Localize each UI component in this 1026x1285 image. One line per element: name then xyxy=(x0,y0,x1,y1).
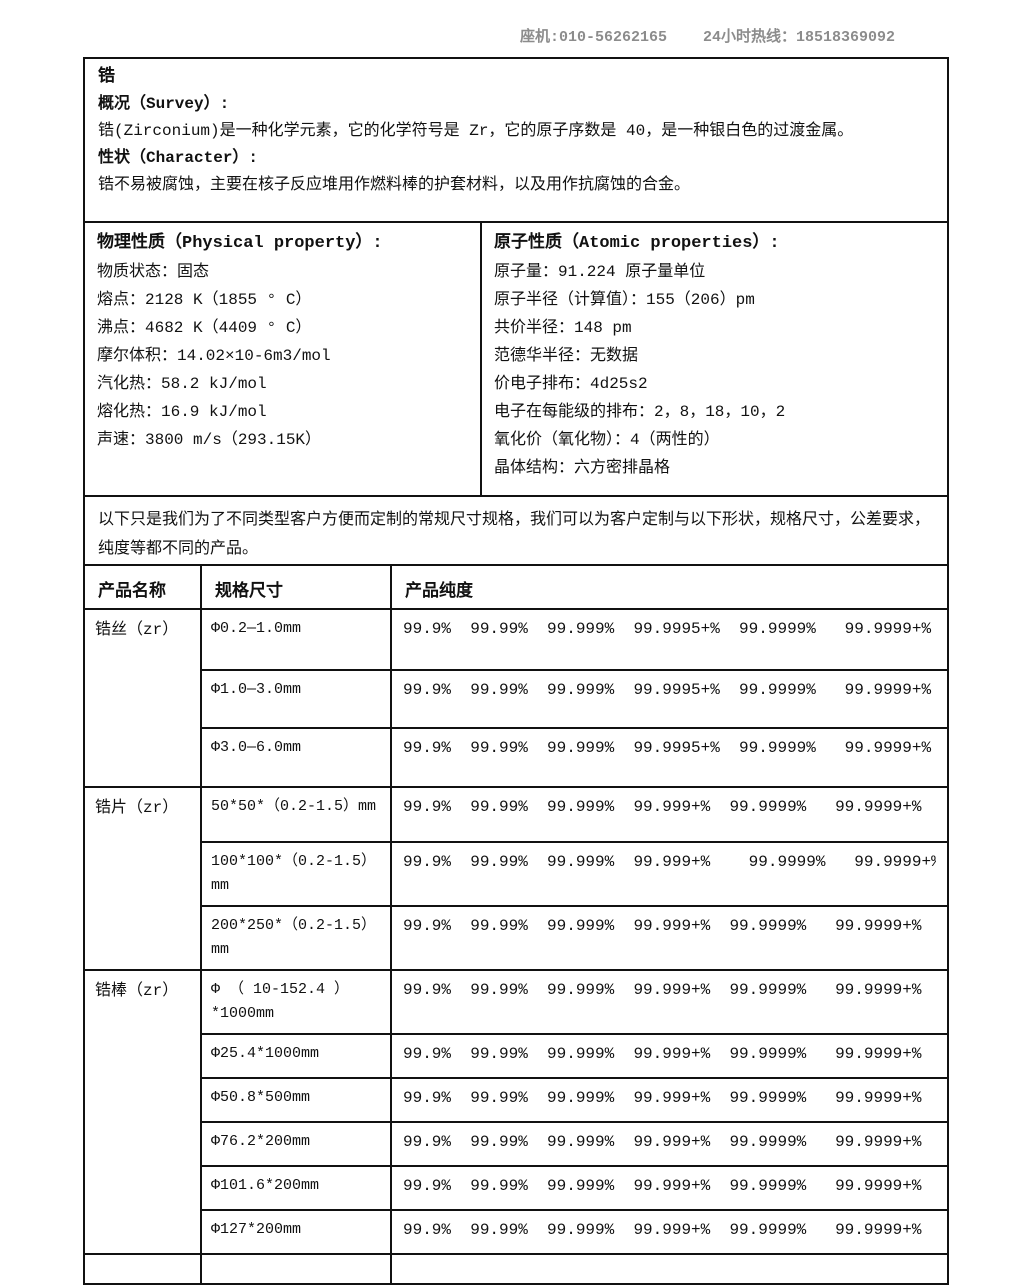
spec-cell: Φ101.6*200mm xyxy=(200,1165,392,1211)
purity-cell: 99.9% 99.99% 99.999% 99.999+% 99.9999% 9… xyxy=(390,1209,949,1255)
purity-values: 99.9% 99.99% 99.999% 99.9995+% 99.9999% … xyxy=(403,739,932,757)
atomic-property-line: 共价半径：148 pm xyxy=(494,319,632,337)
purity-values: 99.9% 99.99% 99.999% 99.999+% 99.9999% 9… xyxy=(403,798,922,816)
table-row: 锆丝（zr） Φ0.2—1.0mm 99.9% 99.99% 99.999% 9… xyxy=(83,608,949,788)
atomic-properties-cell: 原子性质（Atomic properties）: 原子量：91.224 原子量单… xyxy=(482,223,947,495)
table-row: Φ101.6*200mm 99.9% 99.99% 99.999% 99.999… xyxy=(84,1165,949,1211)
purity-cell: 99.9% 99.99% 99.999% 99.9995+% 99.9999% … xyxy=(390,608,949,671)
purity-cell: 99.9% 99.99% 99.999% 99.999+% 99.9999% 9… xyxy=(390,969,949,1035)
product-group-rod: 锆棒（zr） xyxy=(83,969,202,1255)
spec-cell: 200*250*（0.2-1.5）mm xyxy=(200,905,392,971)
spec-cell: Φ76.2*200mm xyxy=(200,1121,392,1167)
purity-values: 99.9% 99.99% 99.999% 99.9995+% 99.9999% … xyxy=(403,620,932,638)
atomic-property-line: 原子半径（计算值）：155（206）pm xyxy=(494,291,755,309)
purity-values: 99.9% 99.99% 99.999% 99.999+% 99.9999% 9… xyxy=(403,1221,922,1239)
atomic-properties-title: 原子性质（Atomic properties）: xyxy=(494,234,780,253)
product-group-next xyxy=(83,1253,202,1285)
spec-cell: Φ （ 10-152.4 ）*1000mm xyxy=(200,969,392,1035)
atomic-property-line: 晶体结构：六方密排晶格 xyxy=(494,459,671,477)
element-title: 锆 xyxy=(98,68,115,87)
table-row: Φ3.0—6.0mm 99.9% 99.99% 99.999% 99.9995+… xyxy=(84,727,949,788)
purity-values: 99.9% 99.99% 99.999% 99.999+% 99.9999% 9… xyxy=(403,917,922,935)
table-row: Φ50.8*500mm 99.9% 99.99% 99.999% 99.999+… xyxy=(84,1077,949,1123)
products-header-row: 产品名称 规格尺寸 产品纯度 xyxy=(83,564,949,610)
purity-cell: 99.9% 99.99% 99.999% 99.9995+% 99.9999% … xyxy=(390,669,949,729)
physical-properties-title: 物理性质（Physical property）: xyxy=(97,234,383,253)
note-text: 以下只是我们为了不同类型客户方便而定制的常规尺寸规格，我们可以为客户定制与以下形… xyxy=(98,511,931,558)
purity-cell: 99.9% 99.99% 99.999% 99.999+% 99.9999% 9… xyxy=(390,1077,949,1123)
column-header-purity: 产品纯度 xyxy=(390,564,949,610)
purity-cell xyxy=(390,1253,949,1285)
character-text: 锆不易被腐蚀，主要在核子反应堆用作燃料棒的护套材料，以及用作抗腐蚀的合金。 xyxy=(98,176,691,194)
properties-section: 物理性质（Physical property）: 物质状态：固态 熔点：2128… xyxy=(83,223,949,497)
purity-values: 99.9% 99.99% 99.999% 99.999+% 99.9999% 9… xyxy=(403,1133,922,1151)
spec-cell: Φ127*200mm xyxy=(200,1209,392,1255)
purity-values: 99.9% 99.99% 99.999% 99.9995+% 99.9999% … xyxy=(403,681,932,699)
purity-values: 99.9% 99.99% 99.999% 99.999+% 99.9999% 9… xyxy=(403,981,922,999)
physical-property-line: 熔化热：16.9 kJ/mol xyxy=(97,403,267,421)
atomic-property-line: 氧化价（氧化物）：4（两性的） xyxy=(494,431,720,449)
spec-cell: Φ3.0—6.0mm xyxy=(200,727,392,788)
table-row: 100*100*（0.2-1.5）mm 99.9% 99.99% 99.999%… xyxy=(84,841,949,907)
purity-cell: 99.9% 99.99% 99.999% 99.999+% 99.9999% 9… xyxy=(390,1033,949,1079)
table-row: Φ1.0—3.0mm 99.9% 99.99% 99.999% 99.9995+… xyxy=(84,669,949,729)
purity-cell: 99.9% 99.99% 99.999% 99.999+% 99.9999% 9… xyxy=(390,786,949,843)
table-row: Φ25.4*1000mm 99.9% 99.99% 99.999% 99.999… xyxy=(84,1033,949,1079)
atomic-property-line: 价电子排布：4d25s2 xyxy=(494,375,648,393)
atomic-property-line: 原子量：91.224 原子量单位 xyxy=(494,263,706,281)
survey-text: 锆(Zirconium)是一种化学元素，它的化学符号是 Zr，它的原子序数是 4… xyxy=(98,122,854,140)
column-header-product-name: 产品名称 xyxy=(83,564,202,610)
purity-cell: 99.9% 99.99% 99.999% 99.999+% 99.9999% 9… xyxy=(390,841,949,907)
customization-note: 以下只是我们为了不同类型客户方便而定制的常规尺寸规格，我们可以为客户定制与以下形… xyxy=(83,497,949,564)
product-group-sheet: 锆片（zr） xyxy=(83,786,202,971)
atomic-property-line: 电子在每能级的排布：2，8，18，10，2 xyxy=(494,403,786,421)
purity-cell: 99.9% 99.99% 99.999% 99.9995+% 99.9999% … xyxy=(390,727,949,788)
product-group-wire: 锆丝（zr） xyxy=(83,608,202,788)
intro-section: 锆 概况（Survey）: 锆(Zirconium)是一种化学元素，它的化学符号… xyxy=(83,57,949,223)
physical-property-line: 物质状态：固态 xyxy=(97,263,210,281)
purity-values: 99.9% 99.99% 99.999% 99.999+% 99.9999% 9… xyxy=(403,1177,922,1195)
purity-cell: 99.9% 99.99% 99.999% 99.999+% 99.9999% 9… xyxy=(390,905,949,971)
spec-cell: Φ25.4*1000mm xyxy=(200,1033,392,1079)
purity-cell: 99.9% 99.99% 99.999% 99.999+% 99.9999% 9… xyxy=(390,1165,949,1211)
table-row: Φ76.2*200mm 99.9% 99.99% 99.999% 99.999+… xyxy=(84,1121,949,1167)
spec-cell: 100*100*（0.2-1.5）mm xyxy=(200,841,392,907)
atomic-property-line: 范德华半径：无数据 xyxy=(494,347,639,365)
products-table: 产品名称 规格尺寸 产品纯度 锆丝（zr） Φ0.2—1.0mm 99.9% 9… xyxy=(83,564,949,1285)
purity-values: 99.9% 99.99% 99.999% 99.999+% 99.9999% 9… xyxy=(403,1089,922,1107)
survey-label: 概况（Survey）: xyxy=(98,95,230,113)
purity-values: 99.9% 99.99% 99.999% 99.999+% 99.9999% 9… xyxy=(403,1045,922,1063)
physical-properties-cell: 物理性质（Physical property）: 物质状态：固态 熔点：2128… xyxy=(85,223,482,495)
physical-property-line: 摩尔体积：14.02×10-6m3/mol xyxy=(97,347,331,365)
physical-property-line: 声速：3800 m/s（293.15K） xyxy=(97,431,322,449)
spec-cell: Φ50.8*500mm xyxy=(200,1077,392,1123)
table-row: Φ127*200mm 99.9% 99.99% 99.999% 99.999+%… xyxy=(84,1209,949,1255)
table-row: 200*250*（0.2-1.5）mm 99.9% 99.99% 99.999%… xyxy=(84,905,949,971)
physical-property-line: 熔点：2128 K（1855 ° C） xyxy=(97,291,312,309)
character-label: 性状（Character）: xyxy=(98,149,259,167)
column-header-spec-size: 规格尺寸 xyxy=(200,564,392,610)
spec-cell: Φ1.0—3.0mm xyxy=(200,669,392,729)
purity-cell: 99.9% 99.99% 99.999% 99.999+% 99.9999% 9… xyxy=(390,1121,949,1167)
document-body: 锆 概况（Survey）: 锆(Zirconium)是一种化学元素，它的化学符号… xyxy=(83,57,949,1285)
spec-cell xyxy=(200,1253,392,1285)
physical-property-line: 沸点：4682 K（4409 ° C） xyxy=(97,319,312,337)
spec-cell: Φ0.2—1.0mm xyxy=(200,608,392,671)
contact-phone-line: 座机:010-56262165 24小时热线：18518369092 xyxy=(519,29,895,46)
spec-cell: 50*50*（0.2-1.5）mm xyxy=(200,786,392,843)
table-row-clipped xyxy=(83,1253,949,1285)
purity-values: 99.9% 99.99% 99.999% 99.999+% 99.9999% 9… xyxy=(403,853,936,871)
physical-property-line: 汽化热：58.2 kJ/mol xyxy=(97,375,267,393)
table-row: 锆棒（zr） Φ （ 10-152.4 ）*1000mm 99.9% 99.99… xyxy=(83,969,949,1255)
table-row: 锆片（zr） 50*50*（0.2-1.5）mm 99.9% 99.99% 99… xyxy=(83,786,949,971)
